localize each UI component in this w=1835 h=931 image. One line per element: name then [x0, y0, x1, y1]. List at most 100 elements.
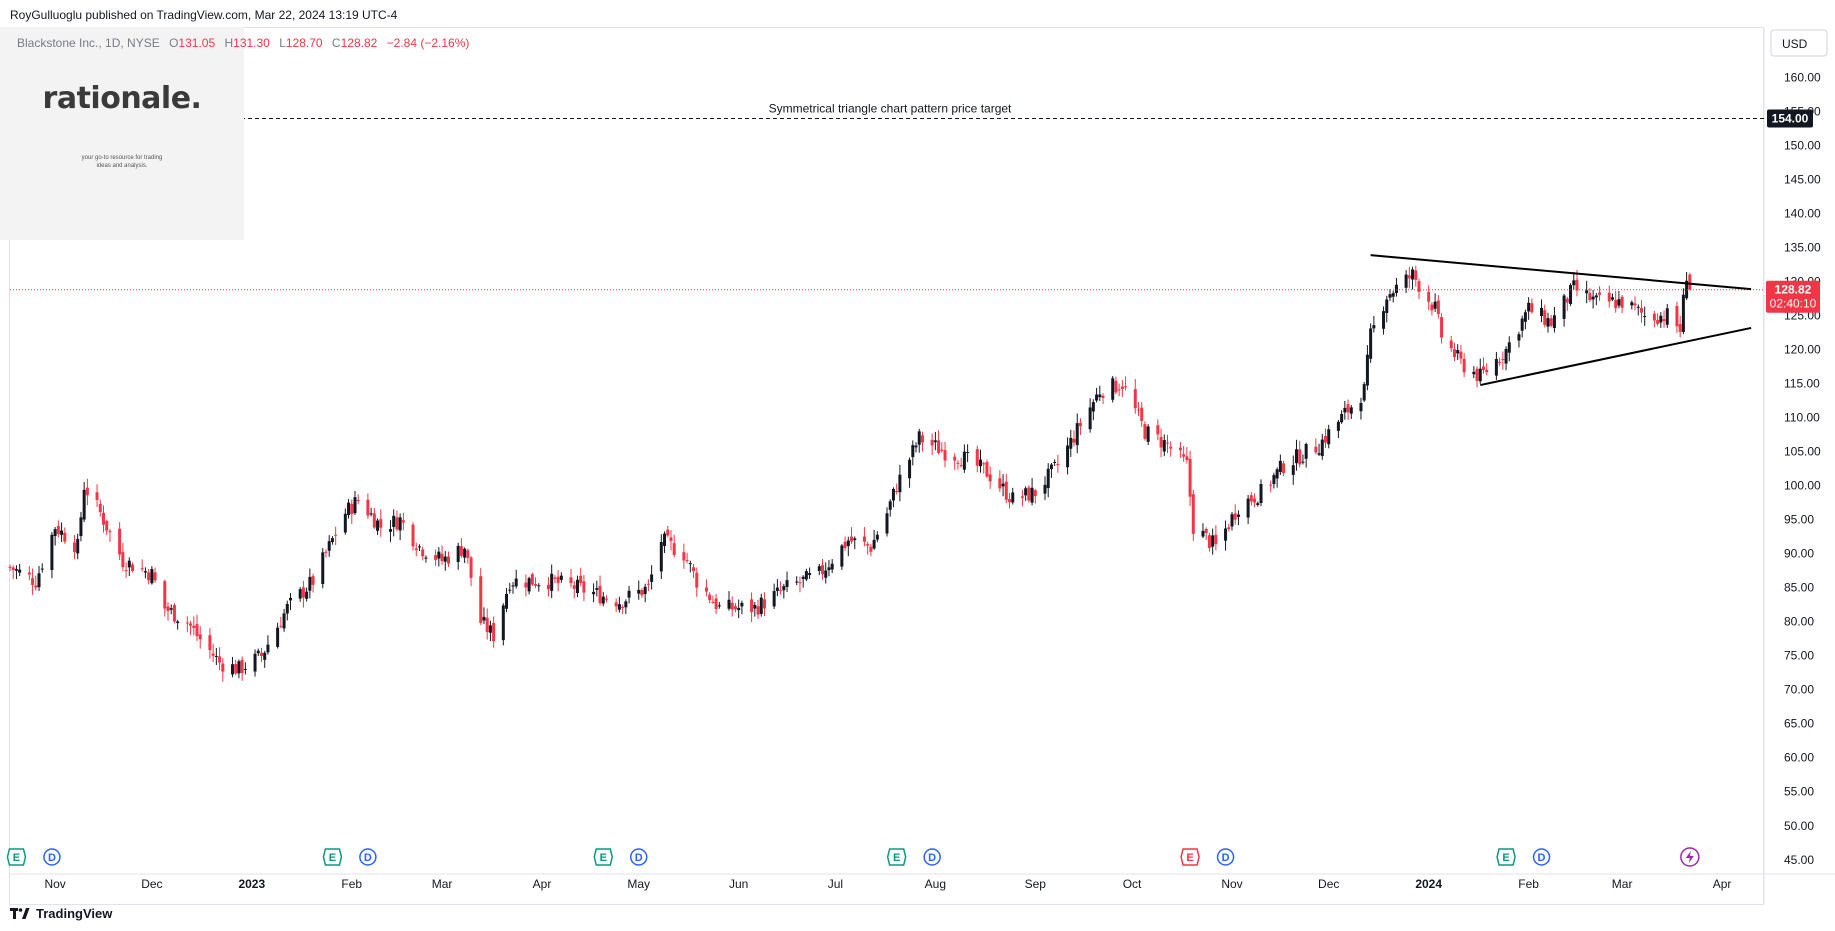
candle-body — [650, 574, 654, 582]
candle-body — [1404, 274, 1408, 288]
candle-body — [740, 602, 744, 607]
candle-body — [95, 492, 99, 500]
candle-body — [1166, 442, 1170, 444]
candle-body — [1011, 492, 1015, 503]
candle-body — [572, 585, 576, 589]
candle-body — [1301, 461, 1305, 463]
candle-body — [8, 566, 12, 568]
dividend-marker[interactable] — [629, 848, 648, 866]
legend-symbol[interactable]: Blackstone Inc., 1D, NYSE — [17, 36, 160, 50]
candle-body — [1114, 380, 1118, 393]
dividend-marker[interactable] — [923, 848, 941, 866]
tradingview-footer[interactable]: TradingView — [10, 906, 112, 921]
dividend-marker[interactable] — [1216, 848, 1235, 866]
earnings-marker-label: E — [1502, 852, 1509, 864]
x-tick-label: Jul — [828, 877, 843, 891]
dividend-marker[interactable] — [359, 848, 377, 866]
candle-body — [646, 583, 650, 585]
x-tick-label: Oct — [1123, 877, 1142, 891]
candle-body — [853, 538, 857, 541]
candle-body — [962, 451, 966, 470]
candle-body — [1652, 313, 1656, 321]
y-tick-label: 120.00 — [1784, 343, 1821, 357]
candle-body — [1417, 281, 1421, 292]
earnings-marker[interactable] — [593, 848, 614, 866]
dividend-marker[interactable] — [43, 848, 61, 866]
candle-body — [1211, 535, 1215, 547]
candle-body — [388, 528, 392, 532]
candle-body — [18, 569, 22, 573]
candle-body — [1304, 444, 1308, 459]
y-tick-label: 140.00 — [1784, 207, 1821, 221]
x-tick-label: Feb — [341, 877, 362, 891]
candle-body — [466, 550, 470, 558]
candle-body — [40, 568, 44, 570]
candle-body — [1327, 429, 1331, 445]
candle-body — [1020, 496, 1024, 498]
candle-body — [82, 489, 86, 520]
candle-body — [11, 567, 15, 571]
candle-body — [169, 608, 173, 610]
x-tick-label: Dec — [1318, 877, 1339, 891]
candle-body — [395, 517, 399, 530]
candle-body — [966, 451, 970, 453]
candle-body — [1540, 307, 1544, 317]
candle-body — [1598, 292, 1602, 295]
candle-body — [1162, 440, 1166, 452]
candle-body — [714, 598, 718, 610]
candle-body — [1388, 294, 1392, 298]
earnings-marker[interactable] — [1496, 848, 1516, 866]
candle-body — [321, 552, 325, 584]
candle-body — [276, 627, 280, 647]
currency-selector[interactable] — [1770, 29, 1828, 57]
x-tick-label: Mar — [1612, 877, 1633, 891]
candle-body — [1507, 342, 1511, 353]
candle-body — [1111, 378, 1115, 400]
candle-body — [1407, 275, 1411, 279]
candle-body — [804, 571, 808, 580]
candle-body — [279, 625, 283, 627]
dividend-marker[interactable] — [1532, 848, 1551, 866]
candle-body — [301, 587, 305, 598]
earnings-marker[interactable] — [322, 848, 343, 866]
candle-body — [733, 606, 737, 610]
candle-body — [63, 532, 67, 542]
candle-body — [672, 543, 676, 556]
watermark-tagline-line-2: ideas and analysis. — [96, 163, 148, 169]
tradingview-logo-icon — [10, 907, 30, 919]
candle-body — [163, 581, 167, 609]
candle-body — [285, 604, 289, 614]
earnings-marker-label: E — [893, 852, 900, 864]
earnings-marker[interactable] — [886, 848, 907, 866]
watermark-tagline: your go-to resource for trading ideas an… — [52, 154, 192, 170]
candle-body — [221, 663, 225, 672]
price-target-annotation: Symmetrical triangle chart pattern price… — [769, 101, 1012, 115]
earnings-marker[interactable] — [6, 848, 27, 866]
candle-body — [1275, 469, 1279, 479]
candle-body — [76, 538, 80, 554]
candle-body — [956, 462, 960, 464]
candle-body — [1572, 280, 1576, 286]
candle-body — [1159, 436, 1163, 448]
candle-body — [1675, 306, 1679, 327]
candle-body — [102, 512, 106, 525]
legend-open-label: O — [169, 36, 179, 50]
candle-body — [1320, 439, 1324, 457]
candle-body — [1517, 334, 1521, 341]
candle-body — [501, 605, 505, 641]
candle-body — [379, 519, 383, 528]
lightning-icon — [1685, 851, 1694, 863]
candle-body — [1024, 488, 1028, 496]
candle-body — [56, 525, 60, 535]
y-tick-label: 75.00 — [1784, 649, 1814, 663]
candle-body — [1075, 423, 1079, 446]
earnings-marker[interactable] — [1180, 848, 1200, 866]
candle-body — [1565, 298, 1569, 303]
candle-body — [785, 580, 789, 587]
candle-body — [975, 449, 979, 466]
candle-body — [417, 546, 421, 548]
candle-body — [237, 661, 241, 674]
candle-body — [440, 553, 444, 562]
candle-body — [234, 664, 238, 674]
